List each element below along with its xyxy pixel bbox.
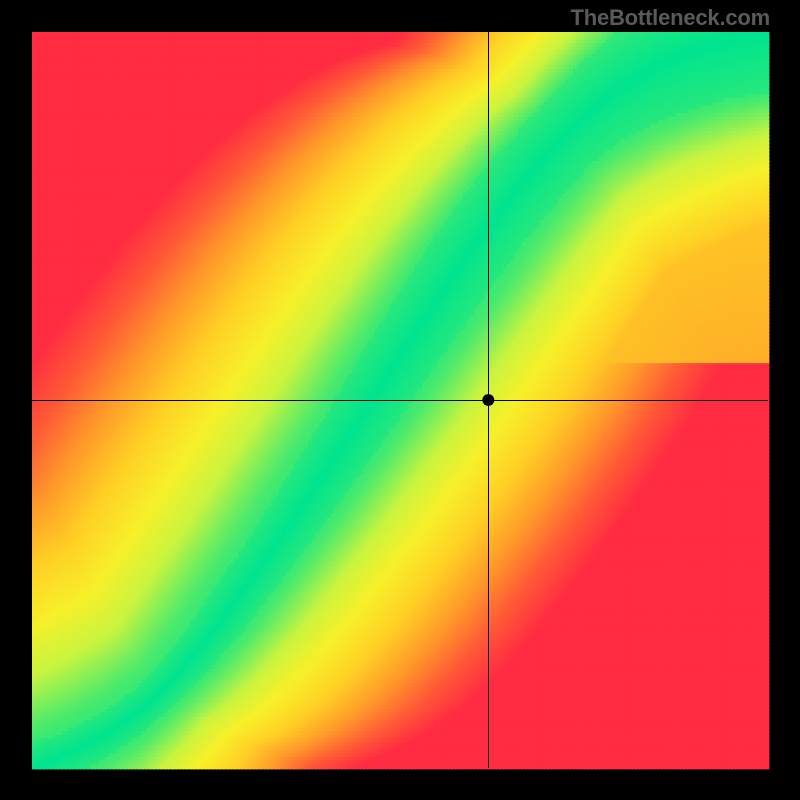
bottleneck-heatmap — [0, 0, 800, 800]
watermark-text: TheBottleneck.com — [570, 5, 770, 31]
chart-container: TheBottleneck.com — [0, 0, 800, 800]
